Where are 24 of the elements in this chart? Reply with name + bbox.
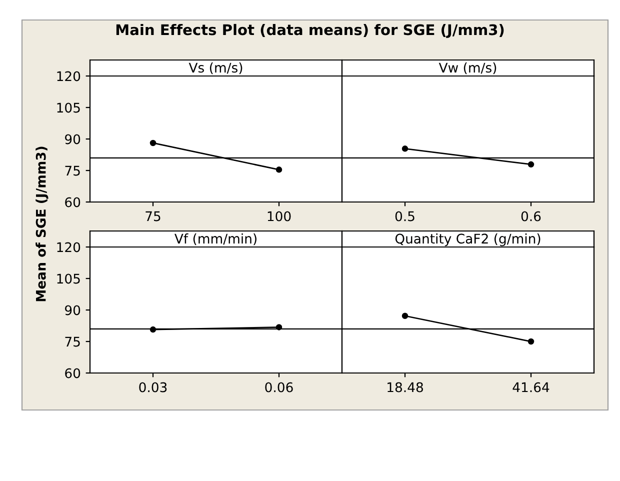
x-tick-label: 18.48 <box>388 382 423 392</box>
x-tick-label: 0.06 <box>265 382 293 392</box>
chart-title: Vs (m/s) <box>188 62 242 74</box>
y-tick-label: 120 <box>57 242 80 252</box>
y-tick-label: 60 <box>65 197 80 208</box>
y-tick-label: 75 <box>65 336 80 347</box>
y-tick-label: 90 <box>65 134 80 144</box>
y-tick-label: 75 <box>65 166 80 176</box>
x-tick-label: 41.64 <box>512 382 550 392</box>
chart-title: Vw (m/s) <box>438 62 496 74</box>
y-tick-label: 60 <box>65 368 80 378</box>
x-tick-label: 75 <box>146 211 160 222</box>
x-tick-label: 100 <box>268 211 291 222</box>
y-tick-label: 105 <box>57 102 80 113</box>
x-tick-label: 0.03 <box>139 382 167 392</box>
x-tick-label: 0.6 <box>521 211 541 222</box>
y-tick-label: 105 <box>57 274 80 284</box>
chart-title: Quantity CaF2 (g/min) <box>395 233 540 246</box>
y-tick-label: 120 <box>57 71 80 82</box>
text: Main Effects Plot (data means) for SGE (J/mm3) <box>116 24 504 38</box>
chart-title: Vf (mm/min) <box>174 233 256 246</box>
x-tick-label: 0.5 <box>395 211 414 222</box>
y-axis-title: Mean of SGE (J/mm3) <box>36 146 48 302</box>
y-tick-label: 90 <box>65 305 80 316</box>
